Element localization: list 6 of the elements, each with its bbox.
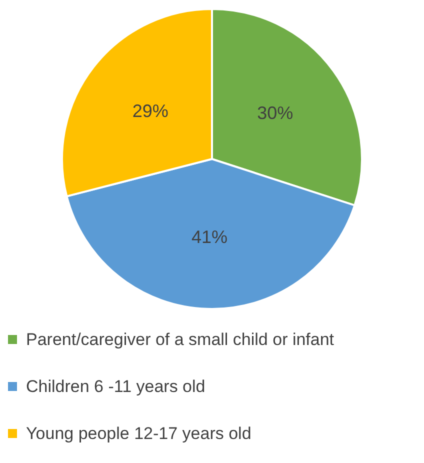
data-label: 30%	[257, 103, 294, 124]
data-label: 29%	[132, 101, 168, 122]
legend-label: Children 6 -11 years old	[26, 376, 206, 396]
legend-label: Young people 12-17 years old	[26, 424, 252, 444]
legend-label: Parent/caregiver of a small child or infant	[26, 330, 334, 350]
data-label: 41%	[192, 226, 228, 247]
